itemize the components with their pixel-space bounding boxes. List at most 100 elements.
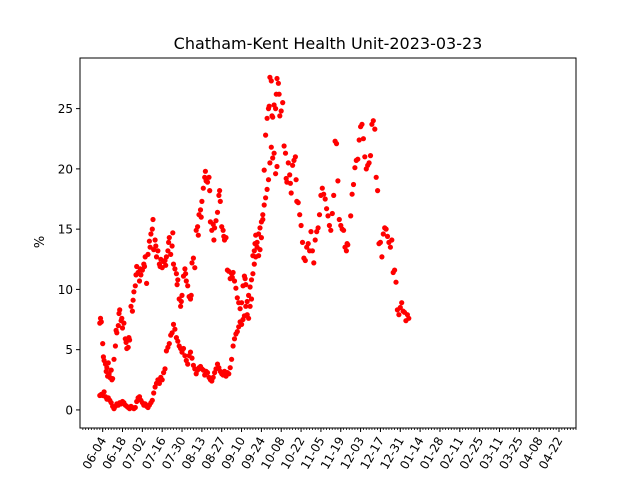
data-point [331,192,337,198]
data-point [172,326,178,332]
data-point [309,248,315,254]
data-point [119,325,126,331]
data-point [239,321,245,327]
data-point [270,155,276,161]
data-point [227,365,233,371]
data-point [370,118,376,124]
data-point [397,304,403,311]
data-point [343,248,349,254]
data-point [265,177,272,183]
data-point [146,238,152,244]
chart-title: Chatham-Kent Health Unit-2023-03-23 [174,34,483,53]
data-point [295,200,301,206]
data-point [287,180,293,186]
data-point [253,254,259,260]
data-point [211,237,217,243]
data-point [319,185,325,191]
y-tick-label: 5 [65,343,73,357]
data-point [260,212,266,218]
data-point [258,235,264,241]
data-point [172,266,178,272]
data-point [335,178,341,184]
data-point [226,371,232,377]
data-point [197,207,204,213]
data-point [212,225,218,231]
data-point [359,121,365,127]
data-point [393,279,399,285]
data-point [333,141,340,147]
data-point [183,271,189,277]
data-point [373,174,379,180]
data-point [356,137,362,143]
data-point [149,397,155,403]
data-point [315,225,321,231]
data-point [254,244,260,250]
data-point [166,341,172,347]
data-point [247,284,253,290]
data-point [251,248,257,254]
data-point [98,319,104,325]
data-point [166,239,172,245]
y-tick-label: 0 [65,403,73,417]
data-point [105,360,111,366]
data-point [360,136,366,142]
data-point [141,263,148,270]
data-point [345,242,351,248]
data-point [237,306,243,312]
data-point [128,303,134,309]
data-point [387,244,393,250]
data-point [153,243,159,249]
data-point [136,278,143,284]
data-point [214,209,221,215]
data-point [200,185,206,191]
data-points [97,74,412,412]
data-point [131,289,137,295]
data-point [277,113,283,119]
data-point [155,248,161,254]
data-point [241,313,247,319]
data-point [384,233,391,239]
data-point [302,257,308,264]
data-point [189,260,195,266]
data-point [100,341,106,347]
data-point [239,300,245,306]
data-point [185,361,191,367]
data-point [261,167,267,173]
data-point [243,303,249,309]
y-tick-label: 20 [58,162,73,176]
data-point [321,191,327,197]
data-point [114,330,120,336]
data-point [348,213,354,219]
data-point [270,114,276,120]
data-point [248,277,255,283]
data-point [263,132,269,138]
data-point [117,307,123,313]
data-point [377,239,383,245]
data-point [290,162,296,168]
data-point [276,91,282,97]
data-point [180,345,187,352]
data-point [250,271,256,277]
data-point [264,115,270,121]
data-point [242,276,248,282]
data-point [204,370,211,376]
data-point [169,330,175,336]
data-point [248,296,255,302]
data-point [169,243,175,249]
data-point [198,214,204,220]
data-point [151,390,157,396]
data-point [341,227,347,233]
data-point [316,212,323,218]
plot-area-frame [79,57,577,429]
y-tick-label: 10 [58,283,73,297]
data-point [246,292,252,298]
data-point [170,321,177,327]
data-point [266,103,272,109]
data-point [145,251,151,257]
data-point [328,227,334,233]
data-point [110,376,116,382]
data-point [355,156,361,162]
data-point [392,267,398,273]
